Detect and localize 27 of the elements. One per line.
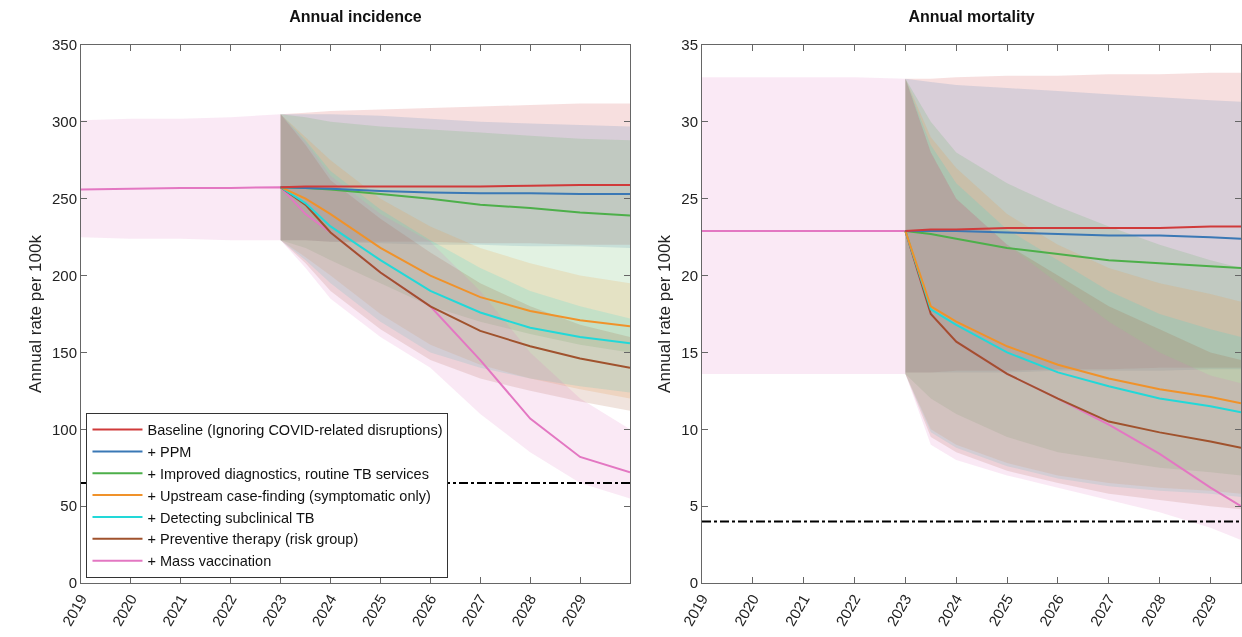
y-tick-label: 35 xyxy=(681,36,698,54)
y-tick-label: 150 xyxy=(51,343,77,361)
y-tick-label: 0 xyxy=(68,574,77,592)
chart-title: Annual incidence xyxy=(289,7,422,25)
y-tick-label: 250 xyxy=(51,189,77,207)
y-axis-title: Annual rate per 100k xyxy=(654,234,674,393)
y-tick-label: 350 xyxy=(51,36,77,54)
y-tick-label: 30 xyxy=(681,113,698,131)
y-tick-label: 15 xyxy=(681,343,698,361)
y-tick-label: 20 xyxy=(681,266,698,284)
y-tick-label: 25 xyxy=(681,189,698,207)
chart-title: Annual mortality xyxy=(908,7,1035,25)
y-tick-label: 100 xyxy=(51,420,77,438)
legend-label: Baseline (Ignoring COVID-related disruptions) xyxy=(147,422,443,439)
y-tick-label: 10 xyxy=(681,420,698,438)
legend-label: + Detecting subclinical TB xyxy=(147,509,315,526)
y-tick-label: 0 xyxy=(689,574,698,592)
y-axis-title: Annual rate per 100k xyxy=(25,234,45,393)
legend-label: + Upstream case-finding (symptomatic only) xyxy=(147,487,431,504)
legend-label: + Improved diagnostics, routine TB services xyxy=(147,465,429,482)
legend-label: + Mass vaccination xyxy=(147,553,272,570)
y-tick-label: 200 xyxy=(51,266,77,284)
y-tick-label: 50 xyxy=(60,497,77,515)
legend-label: + Preventive therapy (risk group) xyxy=(147,531,359,548)
y-tick-label: 5 xyxy=(689,497,698,515)
legend-label: + PPM xyxy=(147,444,192,461)
y-tick-label: 300 xyxy=(51,113,77,131)
